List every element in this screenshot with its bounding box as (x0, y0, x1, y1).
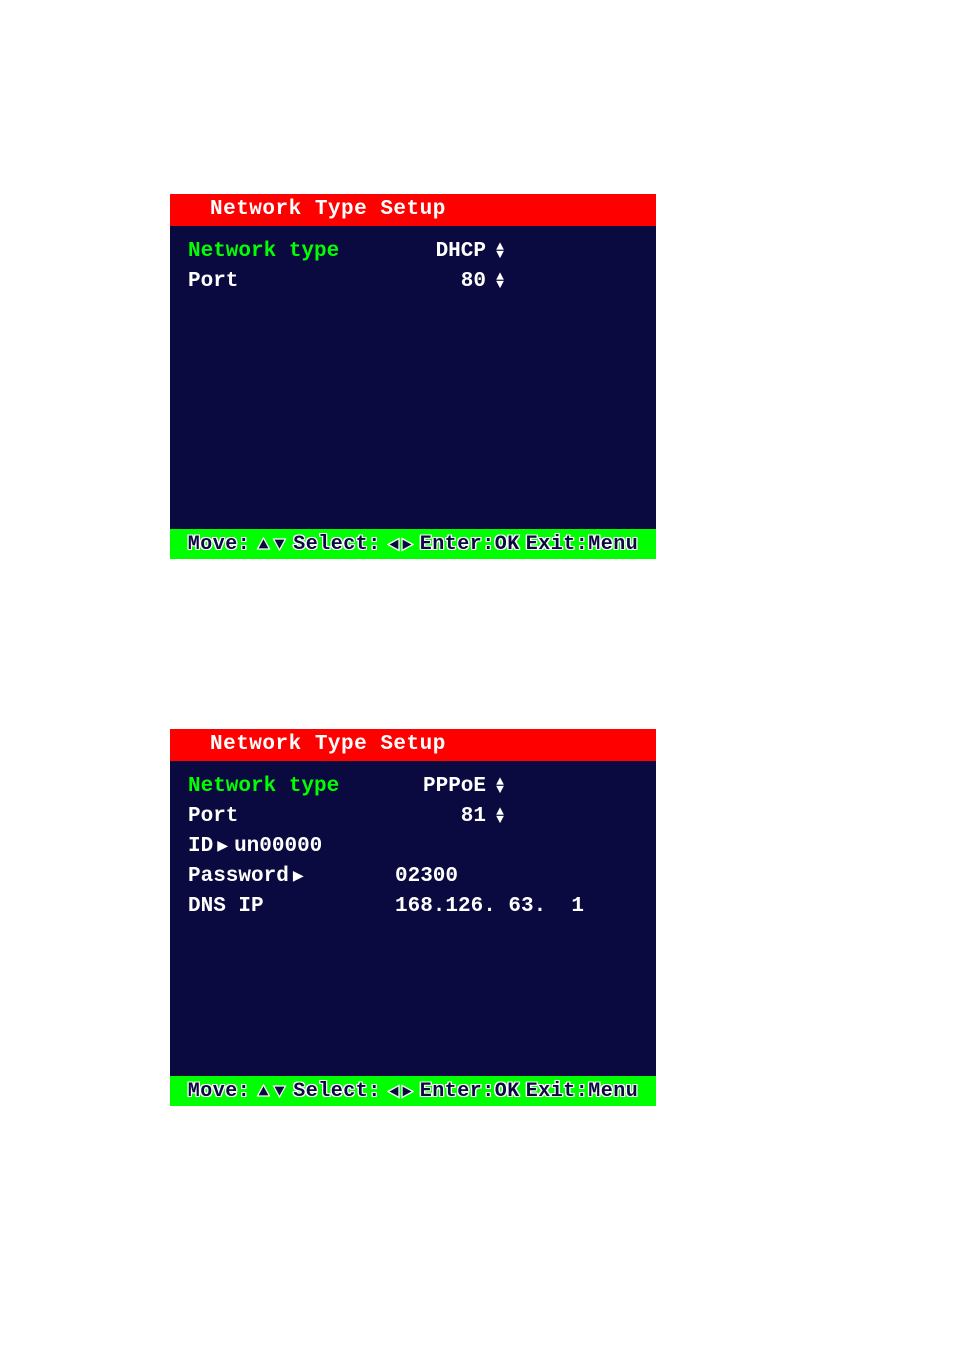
spinner-icon[interactable]: ▲ ▼ (492, 778, 508, 794)
value-port: 80 (461, 270, 486, 293)
panel-footer: Move: Select: Enter:OK Exit:Menu (170, 1076, 656, 1106)
panel-body: Network type PPPoE ▲ ▼ Port 81 ▲ ▼ ID ▶ … (170, 761, 656, 1076)
label-network-type: Network type (188, 240, 339, 263)
panel-footer: Move: Select: Enter:OK Exit:Menu (170, 529, 656, 559)
footer-enter-label: Enter:OK (420, 1080, 520, 1103)
footer-select-label: Select: (293, 1080, 381, 1103)
label-port: Port (188, 270, 238, 293)
footer-updown-icon (256, 537, 287, 551)
panel-network-setup-2: Network Type Setup Network type PPPoE ▲ … (170, 729, 656, 1106)
value-id: un00000 (234, 835, 322, 858)
footer-exit-label: Exit:Menu (526, 533, 639, 556)
value-network-type: PPPoE (423, 775, 486, 798)
spinner-icon[interactable]: ▲ ▼ (492, 808, 508, 824)
footer-move-label: Move: (188, 1080, 251, 1103)
footer-exit-label: Exit:Menu (526, 1080, 639, 1103)
spinner-icon[interactable]: ▲ ▼ (492, 273, 508, 289)
triangle-down-icon: ▼ (496, 281, 504, 289)
triangle-down-icon: ▼ (496, 816, 504, 824)
triangle-down-icon: ▼ (496, 786, 504, 794)
footer-select-label: Select: (293, 533, 381, 556)
panel-body: Network type DHCP ▲ ▼ Port 80 ▲ ▼ (170, 226, 656, 529)
label-port: Port (188, 805, 238, 828)
footer-leftright-icon (387, 1084, 414, 1099)
row-network-type[interactable]: Network type PPPoE ▲ ▼ (188, 771, 638, 801)
triangle-right-icon: ▶ (217, 835, 228, 857)
row-network-type[interactable]: Network type DHCP ▲ ▼ (188, 236, 638, 266)
triangle-down-icon: ▼ (496, 251, 504, 259)
panel-network-setup-1: Network Type Setup Network type DHCP ▲ ▼… (170, 194, 656, 559)
row-port[interactable]: Port 80 ▲ ▼ (188, 266, 638, 296)
value-port: 81 (461, 805, 486, 828)
panel-title: Network Type Setup (170, 729, 656, 761)
row-port[interactable]: Port 81 ▲ ▼ (188, 801, 638, 831)
footer-move-label: Move: (188, 533, 251, 556)
page-root: Network Type Setup Network type DHCP ▲ ▼… (0, 0, 954, 1350)
footer-leftright-icon (387, 537, 414, 552)
panel-title: Network Type Setup (170, 194, 656, 226)
row-id[interactable]: ID ▶ un00000 (188, 831, 638, 861)
label-dns-ip: DNS IP (188, 895, 264, 918)
label-network-type: Network type (188, 775, 339, 798)
footer-updown-icon (256, 1084, 287, 1098)
row-dns-ip[interactable]: DNS IP 168.126. 63. 1 (188, 891, 638, 921)
triangle-right-icon: ▶ (293, 865, 304, 887)
value-dns-ip: 168.126. 63. 1 (395, 895, 584, 918)
row-password[interactable]: Password ▶ 02300 (188, 861, 638, 891)
value-network-type: DHCP (436, 240, 486, 263)
label-id: ID (188, 835, 213, 858)
label-password: Password (188, 865, 289, 888)
spinner-icon[interactable]: ▲ ▼ (492, 243, 508, 259)
footer-enter-label: Enter:OK (420, 533, 520, 556)
value-password: 02300 (395, 865, 458, 888)
